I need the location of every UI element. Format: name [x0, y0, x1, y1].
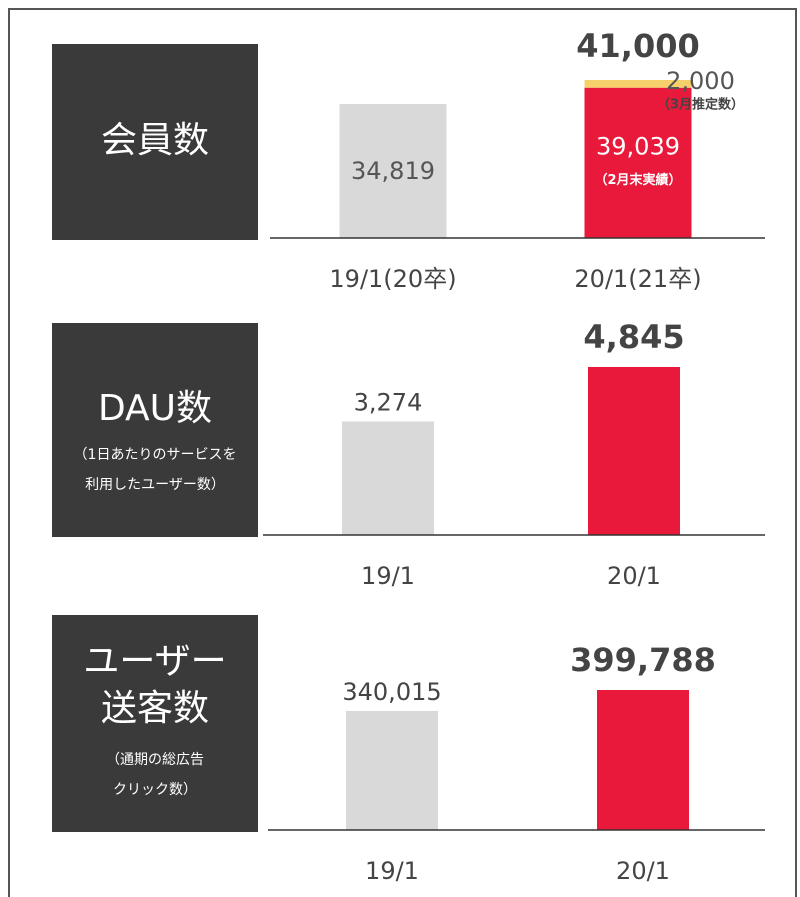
bar	[584, 80, 692, 88]
frame	[8, 8, 797, 897]
value-label: 340,015	[342, 678, 441, 706]
value-note: （2月末実績）	[594, 172, 681, 188]
bar	[342, 421, 434, 535]
panel-subtitle: クリック数）	[113, 782, 197, 798]
bar	[597, 690, 689, 830]
panel-title: 送客数	[101, 688, 209, 729]
bar	[584, 87, 692, 239]
value-note: （3月推定数）	[657, 97, 744, 113]
panel-subtitle: （通期の総広告	[106, 752, 204, 768]
value-label: 4,845	[583, 318, 684, 356]
x-tick-label: 19/1	[365, 857, 419, 885]
bar	[346, 710, 438, 830]
label-box	[52, 44, 258, 240]
value-label: 39,039	[596, 133, 680, 161]
panel-subtitle: （1日あたりのサービスを	[74, 447, 237, 463]
value-label: 2,000	[666, 67, 735, 95]
x-tick-label: 20/1	[607, 562, 661, 590]
panel-subtitle: 利用したユーザー数）	[85, 477, 225, 493]
x-tick-label: 20/1(21卒)	[574, 265, 701, 293]
value-label: 3,274	[354, 388, 423, 416]
value-label: 399,788	[570, 641, 716, 679]
value-label: 34,819	[351, 157, 435, 185]
x-tick-label: 19/1	[361, 562, 415, 590]
x-tick-label: 20/1	[616, 857, 670, 885]
bar	[588, 367, 680, 535]
panel-title: 会員数	[101, 120, 209, 161]
total-label: 41,000	[576, 27, 699, 65]
bar	[339, 103, 447, 238]
label-box	[52, 323, 258, 537]
panel-title: ユーザー	[83, 641, 226, 682]
x-tick-label: 19/1(20卒)	[329, 265, 456, 293]
label-box	[52, 615, 258, 832]
panel-title: DAU数	[98, 388, 212, 429]
